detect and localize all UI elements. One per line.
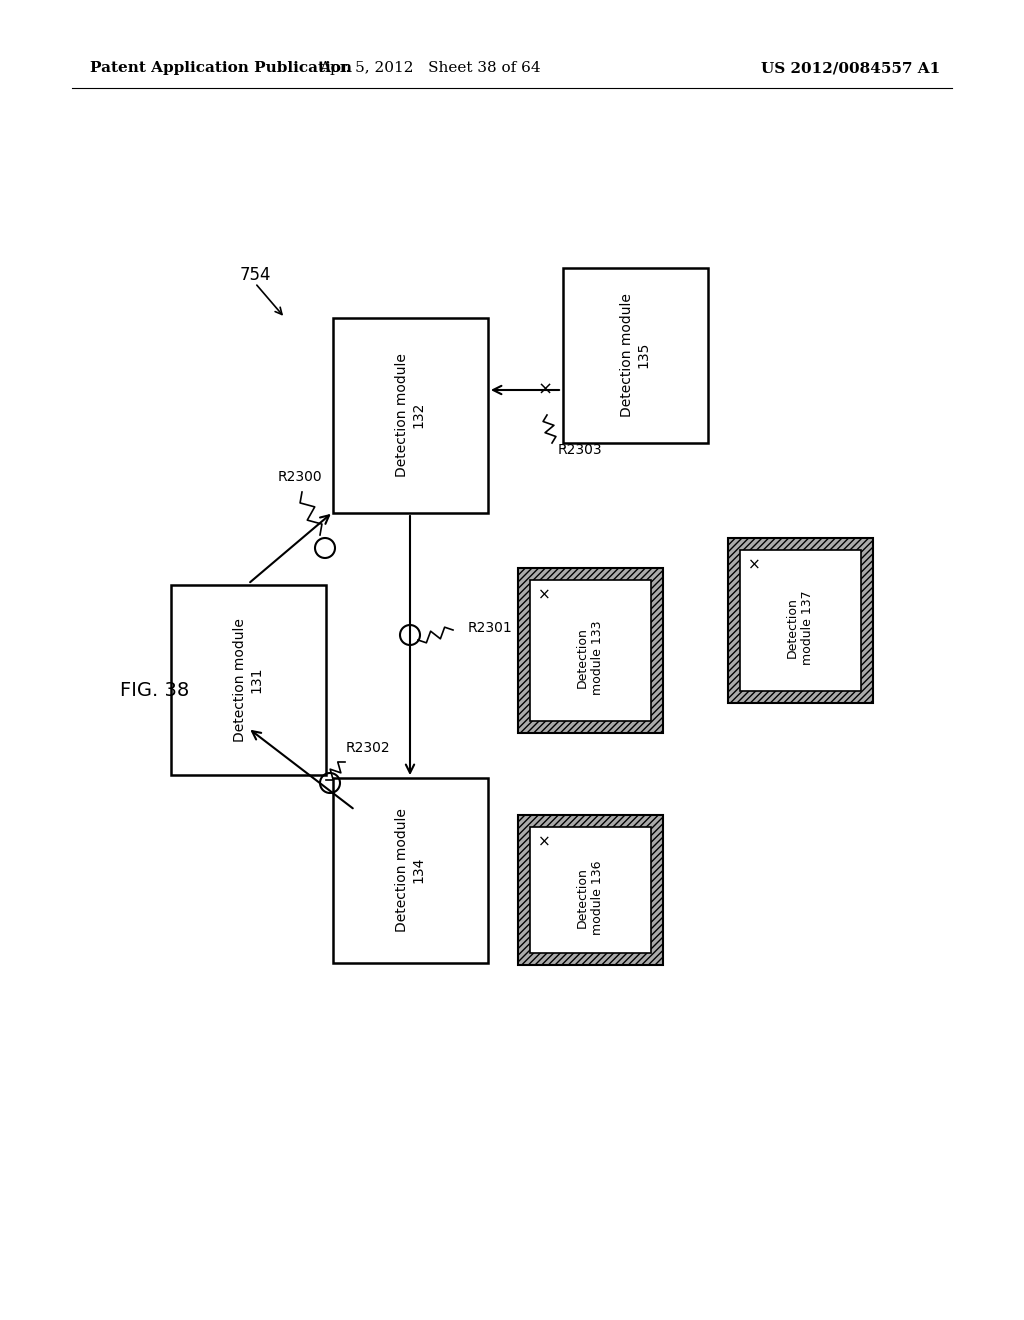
Bar (333, 318, 487, 512)
Text: Apr. 5, 2012   Sheet 38 of 64: Apr. 5, 2012 Sheet 38 of 64 (319, 61, 541, 75)
Text: US 2012/0084557 A1: US 2012/0084557 A1 (761, 61, 940, 75)
Bar (517, 814, 663, 965)
Bar (562, 268, 708, 442)
Text: FIG. 38: FIG. 38 (121, 681, 189, 700)
Text: Patent Application Publication: Patent Application Publication (90, 61, 352, 75)
Text: Detection
module 137: Detection module 137 (786, 590, 814, 665)
Text: Detection
module 133: Detection module 133 (575, 620, 604, 696)
Text: Detection module
134: Detection module 134 (395, 808, 425, 932)
Text: R2300: R2300 (278, 470, 323, 484)
Text: R2302: R2302 (346, 741, 390, 755)
Bar (529, 828, 650, 953)
Text: R2301: R2301 (468, 620, 513, 635)
Text: ×: × (538, 381, 553, 399)
Text: R2303: R2303 (558, 444, 603, 457)
Bar (739, 549, 860, 690)
Text: ×: × (748, 557, 760, 573)
Bar (333, 777, 487, 962)
Text: Detection
module 136: Detection module 136 (575, 861, 604, 936)
Bar (727, 537, 872, 702)
Text: ×: × (538, 836, 550, 850)
Bar (517, 568, 663, 733)
Bar (529, 579, 650, 721)
Text: Detection module
132: Detection module 132 (395, 352, 425, 477)
Text: ×: × (538, 587, 550, 602)
Text: Detection module
135: Detection module 135 (620, 293, 650, 417)
Text: 754: 754 (240, 267, 270, 284)
Bar (171, 585, 326, 775)
Text: Detection module
131: Detection module 131 (232, 618, 263, 742)
